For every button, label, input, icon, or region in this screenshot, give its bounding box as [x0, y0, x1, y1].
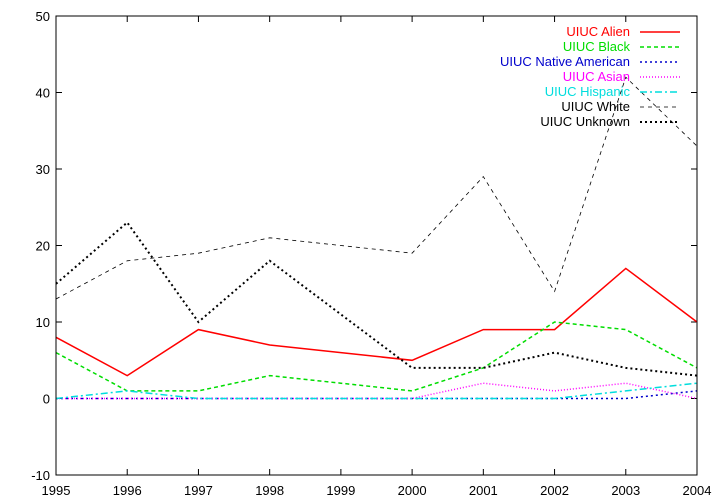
- x-tick-label: 1997: [184, 483, 213, 498]
- y-tick-label: 20: [36, 239, 50, 254]
- legend-label: UIUC Black: [563, 39, 631, 54]
- series-line-uiuc-hispanic: [55, 382, 698, 400]
- x-tick-label: 1996: [113, 483, 142, 498]
- series-line-uiuc-native-american: [56, 390, 698, 400]
- legend-label: UIUC Unknown: [540, 114, 630, 129]
- x-tick-label: 1995: [42, 483, 71, 498]
- x-tick-label: 2003: [611, 483, 640, 498]
- x-tick-label: 2002: [540, 483, 569, 498]
- legend-item: UIUC Alien: [566, 24, 680, 39]
- x-tick-label: 2001: [469, 483, 498, 498]
- series-line-uiuc-unknown: [55, 221, 698, 377]
- legend-label: UIUC Native American: [500, 54, 630, 69]
- legend-label: UIUC Hispanic: [545, 84, 631, 99]
- legend-item: UIUC Black: [563, 39, 680, 54]
- legend-label: UIUC Alien: [566, 24, 630, 39]
- y-tick-label: 0: [43, 392, 50, 407]
- x-tick-label: 2000: [398, 483, 427, 498]
- legend-item: UIUC White: [561, 99, 680, 114]
- legend-item: UIUC Native American: [500, 54, 680, 69]
- legend-label: UIUC White: [561, 99, 630, 114]
- x-tick-label: 1999: [326, 483, 355, 498]
- legend-item: UIUC Unknown: [540, 114, 680, 129]
- legend-label: UIUC Asian: [563, 69, 630, 84]
- y-tick-label: 10: [36, 315, 50, 330]
- x-tick-label: 1998: [255, 483, 284, 498]
- series-line-uiuc-black: [55, 321, 698, 392]
- series-line-uiuc-alien: [55, 267, 698, 377]
- series-line-uiuc-white: [55, 76, 698, 300]
- x-tick-label: 2004: [683, 483, 712, 498]
- y-tick-label: 40: [36, 86, 50, 101]
- y-tick-label: 30: [36, 162, 50, 177]
- y-tick-label: -10: [31, 468, 50, 483]
- series-layer: [55, 76, 698, 400]
- legend-item: UIUC Hispanic: [545, 84, 680, 99]
- plot-frame: [55, 15, 698, 476]
- y-tick-label: 50: [36, 9, 50, 24]
- legend-item: UIUC Asian: [563, 69, 680, 84]
- tick-labels: -10 0 10 20 30 40 50 1995 1996 1997 1998 1999 2000 20…: [31, 9, 711, 498]
